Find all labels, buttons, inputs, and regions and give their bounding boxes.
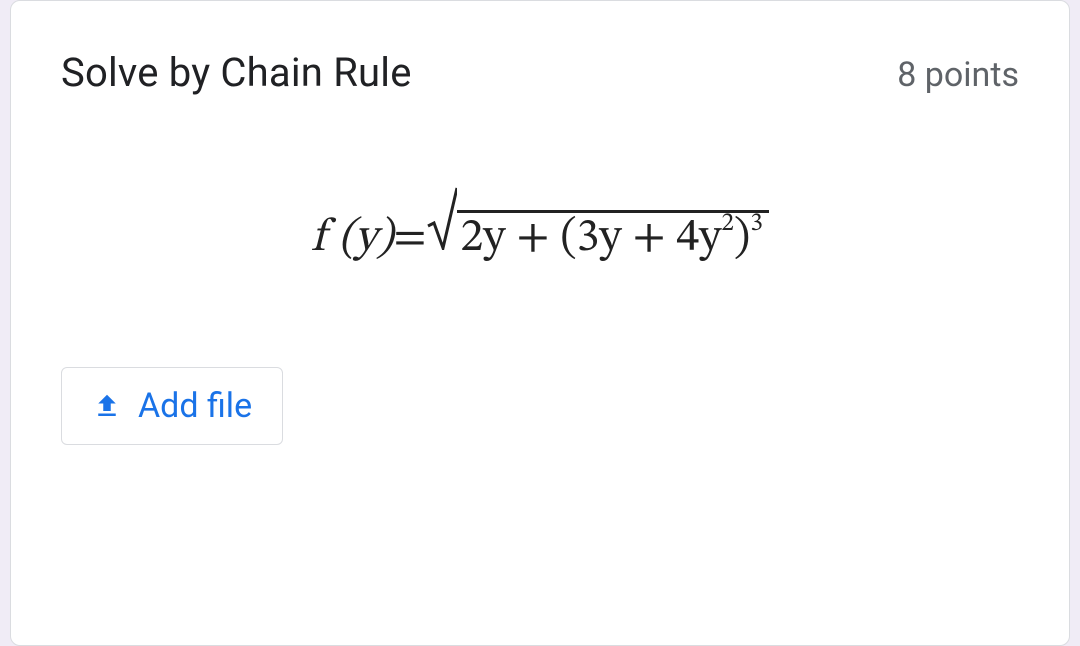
formula-lhs: f (y) <box>311 209 393 267</box>
inner-exponent: 2 <box>721 212 734 237</box>
upload-icon <box>92 391 122 421</box>
outer-exponent: 3 <box>750 212 763 237</box>
radicand-close: ) <box>734 215 750 261</box>
question-header: Solve by Chain Rule 8 points <box>61 49 1019 96</box>
question-card: Solve by Chain Rule 8 points f (y) = 2y … <box>10 0 1070 646</box>
formula-equals: = <box>393 209 426 267</box>
formula-container: f (y) = 2y + (3y + 4y2)3 <box>61 186 1019 267</box>
page-background: Solve by Chain Rule 8 points f (y) = 2y … <box>0 0 1080 646</box>
question-points: 8 points <box>897 55 1019 95</box>
question-title: Solve by Chain Rule <box>61 49 412 96</box>
add-file-button[interactable]: Add file <box>61 367 283 445</box>
radical-icon <box>427 186 457 250</box>
formula: f (y) = 2y + (3y + 4y2)3 <box>311 186 769 267</box>
radicand: 2y + (3y + 4y2)3 <box>457 209 769 267</box>
radicand-main: 2y + (3y + 4y <box>461 215 722 261</box>
sqrt-expression: 2y + (3y + 4y2)3 <box>427 186 769 267</box>
add-file-label: Add file <box>138 386 252 426</box>
